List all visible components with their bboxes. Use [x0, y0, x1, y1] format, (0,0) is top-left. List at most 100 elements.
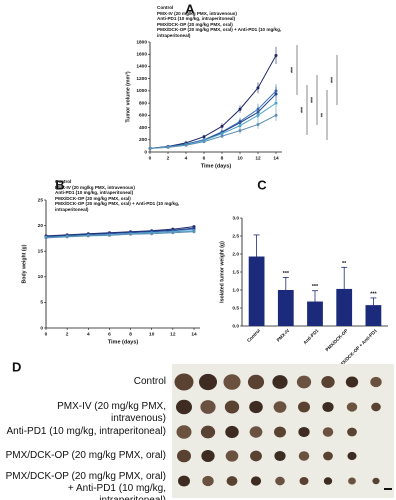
tumor-photo	[274, 450, 286, 462]
row-label: PMX/DCK-OP (20 mg/kg PMX, oral)	[5, 450, 166, 461]
series-line	[149, 90, 277, 149]
legend-entry: PMX/DCK-OP (20 mg/kg PMX, oral)	[52, 196, 202, 202]
legend-entry: PMX/DCK-OP (20 mg/kg PMX, oral) + Anti-P…	[52, 201, 202, 212]
tumor-photo	[201, 450, 215, 462]
significance-label: ***	[312, 284, 319, 290]
significance-label: ***	[300, 107, 306, 113]
data-point	[192, 226, 196, 230]
legend-entry: PMX/DCK-OP (20 mg/kg PMX, oral)	[154, 22, 284, 28]
y-tick-label: 0.0	[232, 323, 239, 329]
tumor-photo	[323, 451, 333, 461]
data-point	[148, 146, 152, 150]
x-axis-title: Time (days)	[201, 163, 232, 169]
series-line	[45, 230, 195, 238]
tumor-photo	[347, 451, 357, 461]
y-tick-label: 1600	[136, 51, 147, 57]
data-point	[107, 233, 111, 237]
y-axis-title: Isolated tumor weight (g)	[219, 241, 225, 303]
row-label: PMX-IV (20 mg/kg PMX, intravenous)	[57, 401, 166, 424]
data-point	[238, 129, 242, 133]
series-line	[45, 227, 195, 237]
data-point	[256, 86, 260, 90]
data-point	[256, 113, 260, 117]
legend-label: PMX/DCK-OP (20 mg/kg PMX, oral)	[55, 195, 131, 201]
panel-label: A	[185, 1, 195, 16]
significance-label: ***	[370, 291, 377, 297]
row-label: PMX/DCK-OP (20 mg/kg PMX, oral) + Anti-P…	[5, 471, 166, 500]
significance-label: **	[320, 113, 326, 117]
tumor-photo	[202, 475, 214, 487]
tumor-photo	[370, 376, 382, 388]
legend-entry: PMX-IV (20 mg/kg PMX, intravenous)	[154, 11, 284, 17]
series-line	[149, 55, 277, 149]
legend-entry: Control	[52, 179, 202, 185]
legend-entry: Control	[154, 5, 284, 11]
bar	[248, 256, 265, 326]
x-tick-label: 6	[203, 155, 206, 161]
data-point	[202, 140, 206, 144]
tumor-photo	[296, 375, 312, 389]
data-point	[274, 53, 278, 57]
x-tick-label: 10	[237, 155, 243, 161]
data-point	[220, 134, 224, 138]
y-tick-label: 25	[38, 197, 44, 203]
data-point	[202, 135, 206, 139]
data-point	[171, 231, 175, 235]
legend: Control PMX-IV (20 mg/kg PMX, intravenous…	[154, 5, 284, 39]
x-tick-label: 4	[185, 155, 188, 161]
tumor-photo	[298, 401, 310, 413]
tumor-photo	[178, 475, 190, 487]
x-tick-label: 8	[221, 155, 224, 161]
x-tick-label: PMX/DCK-OP	[324, 328, 348, 352]
row-label: Anti-PD1 (10 mg/kg, intraperitoneal)	[6, 426, 166, 437]
bar	[336, 288, 353, 326]
tumor-photo	[224, 400, 240, 414]
tumor-photo	[371, 402, 381, 412]
x-tick-label: 12	[170, 331, 176, 337]
y-tick-label: 20	[38, 223, 44, 229]
legend-label: PMX-IV (20 mg/kg PMX, intravenous)	[55, 184, 135, 190]
panel-label: B	[55, 177, 64, 192]
significance-label: **	[342, 261, 347, 267]
tumor-photo	[250, 476, 262, 486]
x-tick-label: PMX-IV	[276, 327, 291, 342]
x-tick-label: 10	[149, 331, 155, 337]
legend-label: PMX/DCK-OP (20 mg/kg PMX, oral) + Anti-P…	[157, 27, 282, 38]
data-point	[256, 123, 260, 126]
tumor-photo	[223, 374, 241, 390]
significance-label: ***	[290, 67, 296, 73]
data-point	[192, 230, 196, 234]
y-tick-label: 3.0	[232, 215, 239, 221]
y-tick-label: 1200	[136, 76, 147, 82]
tumor-photo	[321, 376, 335, 388]
tumor-photo	[249, 426, 263, 438]
data-point	[238, 124, 242, 128]
data-point	[220, 132, 224, 136]
data-point	[184, 143, 188, 147]
tumor-photo	[249, 400, 263, 414]
data-point	[238, 107, 242, 111]
tumor-photo	[274, 426, 286, 438]
data-point	[44, 236, 48, 240]
tumor-photo	[275, 476, 285, 486]
data-point	[86, 234, 90, 238]
y-tick-label: 5	[40, 300, 43, 306]
legend-entry: PMX/DCK-OP (20 mg/kg PMX, oral) + Anti-P…	[154, 27, 284, 38]
legend-entry: PMX-IV (20 mg/kg PMX, intravenous)	[52, 185, 202, 191]
significance-label: ***	[310, 97, 316, 103]
x-tick-label: 0	[149, 155, 152, 161]
tumor-photo	[272, 375, 288, 389]
bar	[307, 301, 323, 326]
x-tick-label: 2	[66, 331, 69, 337]
y-tick-label: 2.5	[232, 233, 239, 239]
y-tick-label: 1800	[136, 39, 147, 45]
x-tick-label: 14	[191, 331, 197, 337]
tumor-photo	[250, 450, 262, 462]
y-axis-title: Body weight (g)	[21, 244, 27, 283]
legend-label: PMX-IV (20 mg/kg PMX, intravenous)	[157, 10, 237, 16]
x-tick-label: Anti-PD1	[302, 328, 320, 346]
y-axis-title: Tumor volume (mm³)	[125, 71, 131, 122]
series-line	[45, 228, 195, 238]
tumor-photo	[176, 399, 192, 415]
tumor-photo	[198, 373, 218, 391]
